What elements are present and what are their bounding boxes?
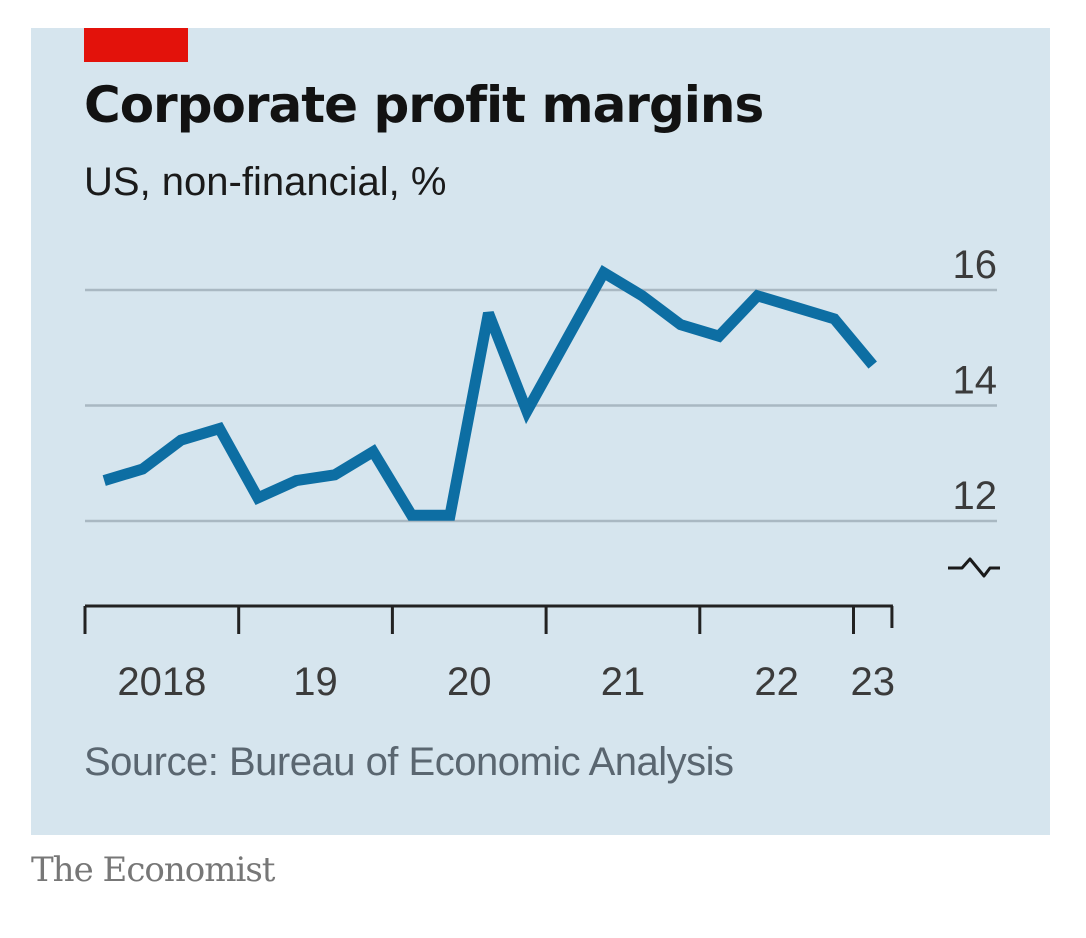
brand-red-tag bbox=[84, 28, 188, 62]
series-line bbox=[102, 265, 877, 521]
axis-break-icon bbox=[948, 557, 1000, 578]
x-axis-labels: 2018 19 20 21 22 23 bbox=[117, 660, 895, 704]
y-axis-labels: 12 14 16 bbox=[953, 243, 998, 518]
x-tick-label: 22 bbox=[754, 660, 799, 704]
x-tick-label: 2018 bbox=[117, 660, 206, 704]
x-tick-label: 19 bbox=[293, 660, 338, 704]
y-tick-label: 14 bbox=[953, 359, 998, 403]
chart-subtitle: US, non-financial, % bbox=[84, 160, 447, 204]
x-tick-label: 20 bbox=[447, 660, 492, 704]
axis-break-mark bbox=[948, 557, 1000, 578]
x-axis bbox=[83, 604, 894, 634]
y-tick-label: 12 bbox=[953, 474, 998, 518]
gridlines bbox=[85, 288, 997, 523]
chart-title: Corporate profit margins bbox=[84, 76, 764, 134]
x-tick-label: 23 bbox=[850, 660, 895, 704]
y-tick-label: 16 bbox=[953, 243, 998, 287]
x-tick-label: 21 bbox=[601, 660, 646, 704]
series-group bbox=[102, 265, 877, 521]
publisher-logo: The Economist bbox=[31, 850, 275, 890]
source-note: Source: Bureau of Economic Analysis bbox=[84, 740, 734, 784]
